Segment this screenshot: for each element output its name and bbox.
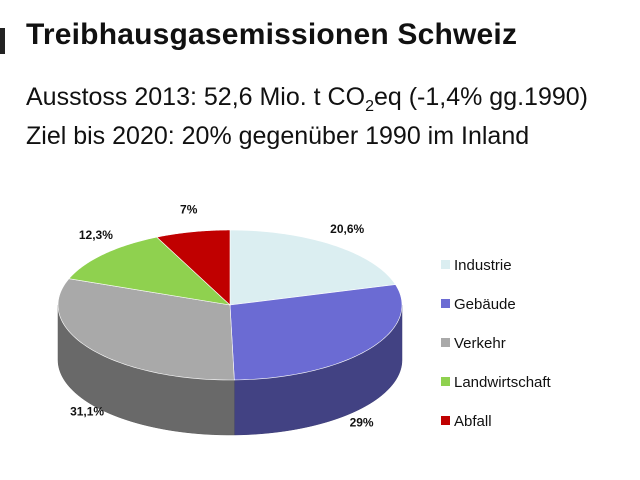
pie-slice-abfall	[156, 229, 231, 306]
left-edge-marker	[0, 28, 5, 54]
emission-summary-prefix: Ausstoss 2013: 52,6 Mio. t CO	[26, 83, 366, 111]
data-label-abfall: 7%	[180, 203, 198, 217]
pie-slice-gebäude	[229, 284, 403, 381]
legend-swatch-landwirtschaft	[441, 377, 450, 386]
data-label-landwirtschaft: 12,3%	[79, 228, 113, 242]
legend-label-verkehr: Verkehr	[454, 335, 506, 352]
legend-label-gebäude: Gebäude	[454, 296, 516, 313]
legend-label-industrie: Industrie	[454, 257, 512, 274]
pie-slice-verkehr	[57, 278, 235, 381]
legend-swatch-verkehr	[441, 338, 450, 347]
data-label-gebäude: 29%	[350, 416, 374, 430]
reduction-goal: Ziel bis 2020: 20% gegenüber 1990 im Inl…	[26, 122, 530, 150]
pie-top-faces	[57, 229, 403, 381]
pie-slice-landwirtschaft	[68, 236, 231, 306]
co2-subscript: 2	[365, 98, 374, 115]
data-label-industrie: 20,6%	[330, 222, 364, 236]
emission-summary: Ausstoss 2013: 52,6 Mio. t CO2eq (-1,4% …	[26, 83, 588, 115]
legend: Industrie Gebäude Verkehr Landwirtschaft Abf…	[441, 257, 552, 430]
pie-data-labels: 20,6% 29% 31,1% 12,3% 7%	[70, 203, 374, 430]
legend-swatch-gebäude	[441, 299, 450, 308]
data-label-verkehr: 31,1%	[70, 405, 104, 419]
legend-label-abfall: Abfall	[454, 413, 492, 430]
legend-label-landwirtschaft: Landwirtschaft	[454, 374, 552, 391]
emission-summary-suffix: eq (-1,4% gg.1990)	[373, 83, 588, 111]
page-title: Treibhausgasemissionen Schweiz	[26, 18, 518, 51]
legend-swatch-abfall	[441, 416, 450, 425]
pie-slice-industrie	[229, 229, 396, 306]
legend-swatch-industrie	[441, 260, 450, 269]
